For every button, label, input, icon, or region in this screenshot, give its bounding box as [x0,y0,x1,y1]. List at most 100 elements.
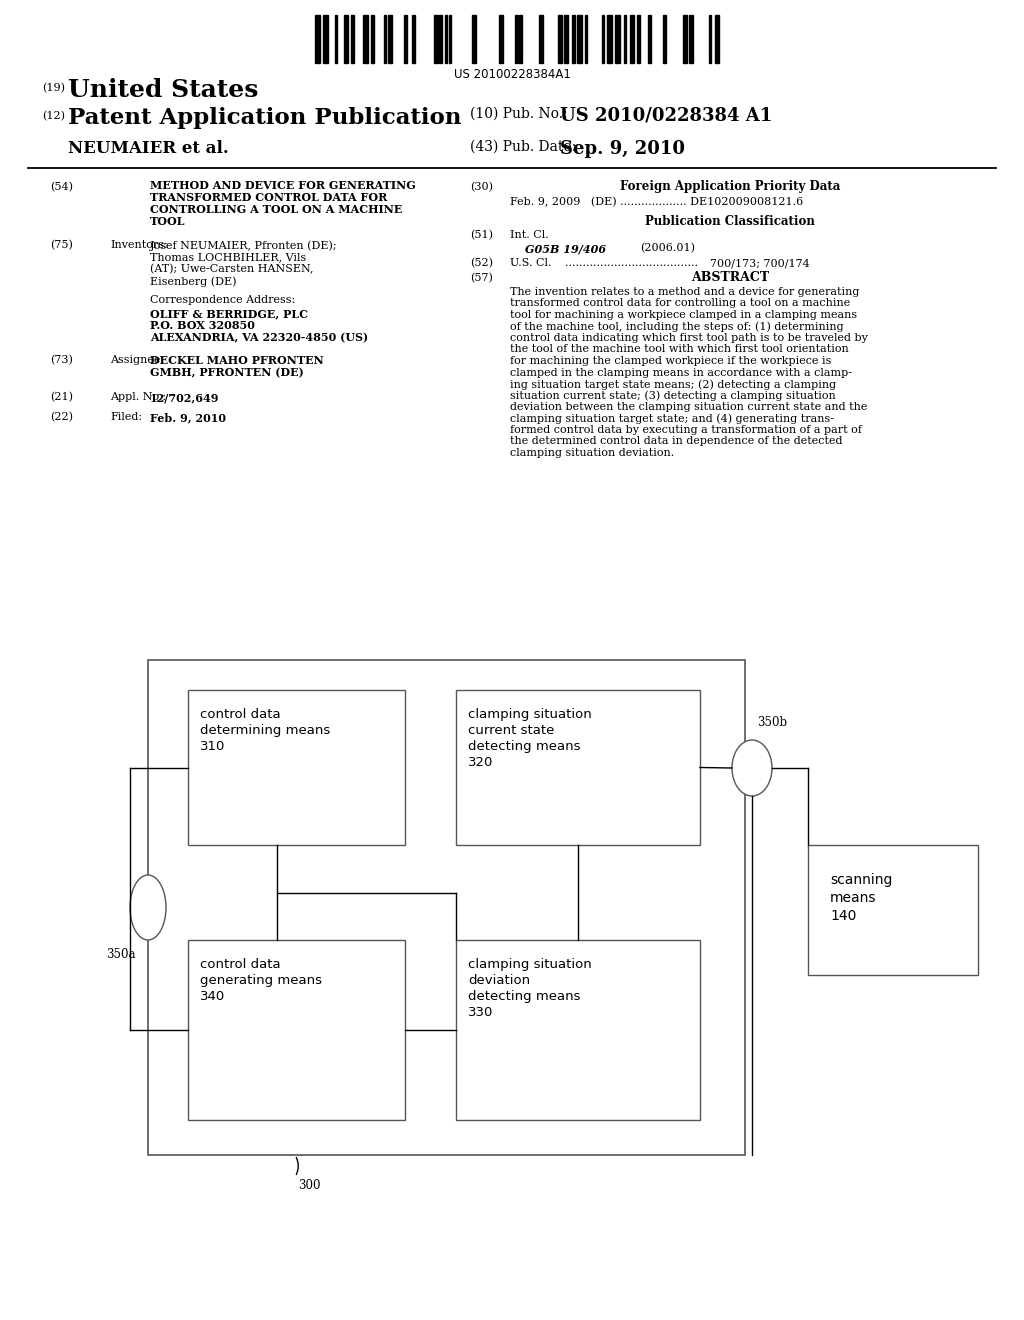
Text: Josef NEUMAIER, Pfronten (DE);: Josef NEUMAIER, Pfronten (DE); [150,240,338,251]
Text: (54): (54) [50,182,73,193]
Text: (51): (51) [470,230,493,240]
Bar [624,15,626,63]
Text: Inventors:: Inventors: [110,240,168,249]
Text: detecting means: detecting means [468,741,581,752]
Bar [571,15,575,63]
Text: transformed control data for controlling a tool on a machine: transformed control data for controlling… [510,298,850,309]
Text: Eisenberg (DE): Eisenberg (DE) [150,276,237,286]
Text: (22): (22) [50,412,73,422]
Text: detecting means: detecting means [468,990,581,1003]
Text: Foreign Application Priority Data: Foreign Application Priority Data [620,180,840,193]
Bar [434,15,438,63]
Text: of the machine tool, including the steps of: (1) determining: of the machine tool, including the steps… [510,322,844,333]
Text: (2006.01): (2006.01) [640,243,695,253]
Text: control data indicating which first tool path is to be traveled by: control data indicating which first tool… [510,333,868,343]
Text: DECKEL MAHO PFRONTEN: DECKEL MAHO PFRONTEN [150,355,324,366]
Text: scanning: scanning [830,873,892,887]
Text: METHOD AND DEVICE FOR GENERATING: METHOD AND DEVICE FOR GENERATING [150,180,416,191]
Text: 310: 310 [200,741,225,752]
Text: US 20100228384A1: US 20100228384A1 [454,69,570,81]
Bar [607,15,611,63]
Text: 140: 140 [830,909,856,923]
Text: 330: 330 [468,1006,494,1019]
Text: clamping situation deviation.: clamping situation deviation. [510,447,674,458]
Text: clamping situation: clamping situation [468,708,592,721]
Text: (21): (21) [50,392,73,403]
Text: formed control data by executing a transformation of a part of: formed control data by executing a trans… [510,425,862,436]
Bar [500,15,503,63]
Text: determining means: determining means [200,723,331,737]
Text: TOOL: TOOL [150,216,185,227]
Bar [324,15,328,63]
Bar [715,15,720,63]
Bar [384,15,386,63]
Bar [808,845,978,975]
Bar [637,15,640,63]
Bar [578,15,583,63]
Text: The invention relates to a method and a device for generating: The invention relates to a method and a … [510,286,859,297]
Text: (30): (30) [470,182,493,193]
Text: Feb. 9, 2010: Feb. 9, 2010 [150,412,226,422]
Bar [648,15,651,63]
Text: TRANSFORMED CONTROL DATA FOR: TRANSFORMED CONTROL DATA FOR [150,191,387,203]
Text: (10) Pub. No.:: (10) Pub. No.: [470,107,567,121]
Bar [403,15,408,63]
Bar [709,15,711,63]
Text: deviation between the clamping situation current state and the: deviation between the clamping situation… [510,403,867,412]
Text: tool for machining a workpiece clamped in a clamping means: tool for machining a workpiece clamped i… [510,310,857,319]
Text: 340: 340 [200,990,225,1003]
Text: Patent Application Publication: Patent Application Publication [68,107,462,129]
Bar [412,15,415,63]
Bar [315,15,319,63]
Text: the tool of the machine tool with which first tool orientation: the tool of the machine tool with which … [510,345,849,355]
Text: clamped in the clamping means in accordance with a clamp-: clamped in the clamping means in accorda… [510,367,852,378]
Text: Appl. No.:: Appl. No.: [110,392,166,403]
Text: Publication Classification: Publication Classification [645,215,815,228]
Text: clamping situation target state; and (4) generating trans-: clamping situation target state; and (4)… [510,413,834,424]
Bar [456,690,700,845]
Text: the determined control data in dependence of the detected: the determined control data in dependenc… [510,437,843,446]
Bar [188,940,406,1119]
Bar [372,15,375,63]
Text: U.S. Cl.: U.S. Cl. [510,257,552,268]
Bar [456,940,700,1119]
Bar [444,15,446,63]
Bar [558,15,561,63]
Bar [602,15,604,63]
Text: ABSTRACT: ABSTRACT [691,271,769,284]
Text: 12/702,649: 12/702,649 [150,392,219,403]
Bar [683,15,687,63]
Bar [539,15,543,63]
Bar [351,15,354,63]
Bar [564,15,567,63]
Bar [364,15,368,63]
Text: clamping situation: clamping situation [468,958,592,972]
Text: Int. Cl.: Int. Cl. [510,230,549,240]
Bar [439,15,442,63]
Text: United States: United States [68,78,258,102]
Text: Feb. 9, 2009   (DE) ................... DE102009008121.6: Feb. 9, 2009 (DE) ................... DE… [510,197,803,207]
Bar [630,15,634,63]
Text: 350b: 350b [757,715,787,729]
Text: Sep. 9, 2010: Sep. 9, 2010 [560,140,685,158]
Text: G05B 19/406: G05B 19/406 [525,243,606,253]
Bar [663,15,667,63]
Text: 300: 300 [298,1179,321,1192]
Text: P.O. BOX 320850: P.O. BOX 320850 [150,319,255,331]
Text: (AT); Uwe-Carsten HANSEN,: (AT); Uwe-Carsten HANSEN, [150,264,313,275]
Text: (52): (52) [470,257,493,268]
Bar [689,15,693,63]
Text: Filed:: Filed: [110,412,142,422]
Text: ......................................: ...................................... [565,257,698,268]
Text: (43) Pub. Date:: (43) Pub. Date: [470,140,577,154]
Text: ing situation target state means; (2) detecting a clamping: ing situation target state means; (2) de… [510,379,837,389]
Text: 350a: 350a [106,948,135,961]
Bar [388,15,392,63]
Bar [335,15,337,63]
Text: US 2010/0228384 A1: US 2010/0228384 A1 [560,107,772,125]
Text: 700/173; 700/174: 700/173; 700/174 [710,257,810,268]
Text: (75): (75) [50,240,73,251]
Text: control data: control data [200,708,281,721]
Bar [515,15,518,63]
Bar [449,15,452,63]
